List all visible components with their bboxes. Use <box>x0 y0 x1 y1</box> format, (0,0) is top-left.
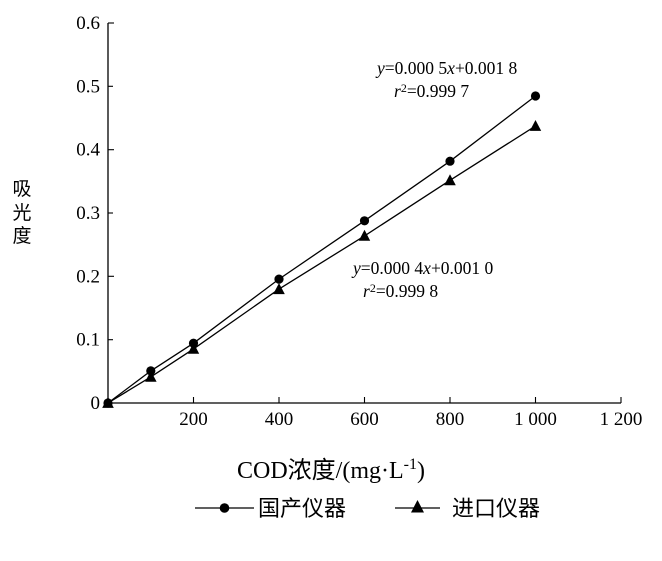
svg-text:200: 200 <box>179 409 208 430</box>
svg-text:1 200: 1 200 <box>600 409 643 430</box>
svg-text:0.4: 0.4 <box>76 140 100 161</box>
svg-text:1 000: 1 000 <box>514 409 557 430</box>
svg-text:进口仪器: 进口仪器 <box>452 496 540 521</box>
svg-text:r2=0.999 7: r2=0.999 7 <box>394 81 469 101</box>
svg-text:0.5: 0.5 <box>76 76 100 97</box>
svg-text:0.2: 0.2 <box>76 266 100 287</box>
svg-text:0.6: 0.6 <box>76 13 100 34</box>
svg-text:r2=0.999 8: r2=0.999 8 <box>363 281 438 301</box>
svg-text:400: 400 <box>265 409 294 430</box>
svg-text:y=0.000 5x+0.001 8: y=0.000 5x+0.001 8 <box>375 58 518 78</box>
svg-text:800: 800 <box>436 409 465 430</box>
svg-text:600: 600 <box>350 409 379 430</box>
svg-text:y=0.000 4x+0.001 0: y=0.000 4x+0.001 0 <box>351 258 494 278</box>
svg-text:0.3: 0.3 <box>76 203 100 224</box>
svg-text:0.1: 0.1 <box>76 330 100 351</box>
svg-text:0: 0 <box>91 393 101 414</box>
svg-text:国产仪器: 国产仪器 <box>258 496 346 521</box>
